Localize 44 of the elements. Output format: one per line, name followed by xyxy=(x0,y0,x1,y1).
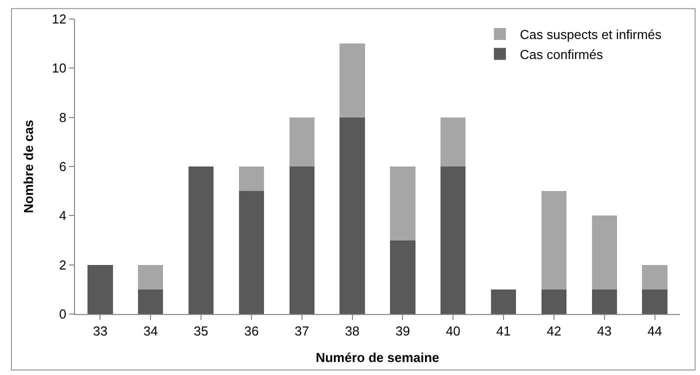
bar xyxy=(541,191,567,290)
y-axis-title: Nombre de cas xyxy=(20,120,36,214)
bar xyxy=(340,44,365,118)
legend-label: Cas confirmés xyxy=(520,46,604,62)
bar xyxy=(289,117,314,166)
y-tick-label: 2 xyxy=(59,257,66,272)
x-tick-label: 38 xyxy=(345,324,360,339)
bar xyxy=(642,264,668,290)
bar xyxy=(138,264,164,290)
bar xyxy=(88,264,113,314)
y-tick-label: 0 xyxy=(59,306,66,322)
x-tick-label: 43 xyxy=(597,324,612,339)
x-tick-label: 34 xyxy=(143,324,158,339)
y-tick-label: 8 xyxy=(59,110,66,125)
x-axis-title: Numéro de semaine xyxy=(316,350,440,366)
x-tick-label: 39 xyxy=(395,324,410,339)
x-tick-label: 35 xyxy=(194,324,208,339)
bar xyxy=(138,289,164,314)
x-tick-label: 41 xyxy=(496,324,511,339)
legend-label: Cas suspects et infirmés xyxy=(520,27,662,42)
y-tick-label: 10 xyxy=(52,60,66,76)
y-tick-label: 4 xyxy=(59,208,66,224)
bar xyxy=(289,166,314,314)
x-tick-label: 44 xyxy=(648,324,662,339)
bar xyxy=(188,166,214,314)
bar xyxy=(541,289,567,314)
bar xyxy=(642,289,668,314)
bar xyxy=(390,166,416,240)
bar xyxy=(238,191,264,314)
x-tick-label: 40 xyxy=(446,324,460,339)
x-tick-label: 42 xyxy=(546,324,562,339)
y-tick-label: 6 xyxy=(59,159,66,174)
bar xyxy=(592,216,617,290)
bar xyxy=(390,240,416,314)
bar xyxy=(440,166,466,314)
x-tick-label: 36 xyxy=(244,324,259,339)
bar xyxy=(440,117,466,166)
bar xyxy=(490,289,516,314)
y-tick-label: 12 xyxy=(52,12,66,27)
bar xyxy=(592,289,617,314)
bar xyxy=(340,117,365,314)
bar xyxy=(238,166,264,192)
x-tick-label: 37 xyxy=(294,324,310,339)
x-tick-label: 33 xyxy=(92,324,108,339)
